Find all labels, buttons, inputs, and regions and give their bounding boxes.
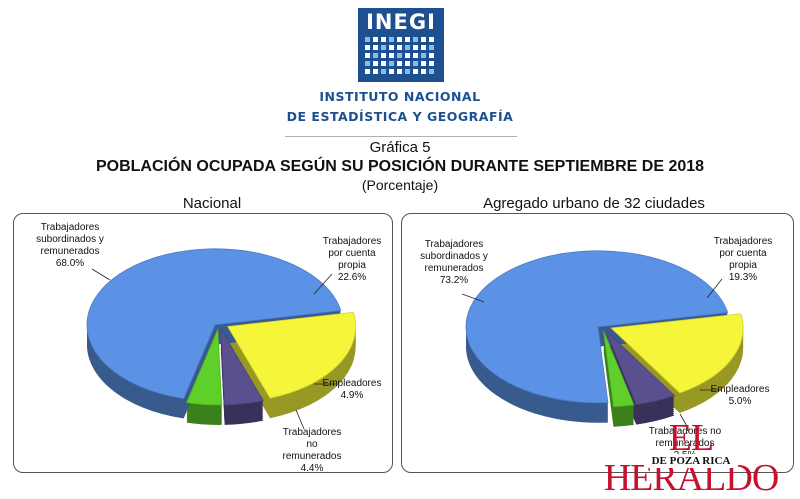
logo-dot: [397, 45, 402, 50]
logo-dot: [429, 61, 434, 66]
logo-dot: [397, 61, 402, 66]
logo-dot: [421, 53, 426, 58]
logo-dot: [381, 53, 386, 58]
logo-dot: [413, 53, 418, 58]
logo-dot: [405, 69, 410, 74]
logo-dot: [405, 37, 410, 42]
pie-chart-nacional: [86, 248, 357, 430]
label-empleadores: Empleadores 4.9%: [322, 378, 382, 401]
leader-line: [91, 268, 111, 281]
logo-dot: [373, 45, 378, 50]
logo-dot: [397, 69, 402, 74]
logo-dot: [381, 45, 386, 50]
logo-dot: [373, 37, 378, 42]
slice-subordinados: [86, 248, 342, 399]
brand-location: DE POZA RICA: [644, 454, 738, 468]
logo-dot: [421, 69, 426, 74]
logo-dot: [381, 69, 386, 74]
institute-name-line2: DE ESTADÍSTICA Y GEOGRAFÍA: [286, 109, 514, 124]
logo-dot: [389, 53, 394, 58]
slice-no-remunerados: [603, 330, 635, 408]
logo-dot: [373, 69, 378, 74]
label-cuenta-propia: Trabajadores por cuenta propia 19.3%: [713, 236, 773, 283]
logo-dot: [397, 37, 402, 42]
panel-title-urbano: Agregado urbano de 32 ciudades: [483, 195, 705, 212]
logo-dot: [365, 53, 370, 58]
logo-dot: [413, 37, 418, 42]
slice-subordinados: [465, 250, 729, 404]
logo-dot: [381, 37, 386, 42]
logo-dot: [413, 69, 418, 74]
logo-dot: [429, 45, 434, 50]
pie-panel-urbano: Trabajadores subordinados y remunerados 73.…: [401, 213, 794, 473]
label-empleadores: Empleadores 5.0%: [710, 384, 770, 407]
leader-line: [295, 409, 305, 430]
logo-dot: [421, 37, 426, 42]
logo-dot: [389, 45, 394, 50]
graphic-number: Gráfica 5: [369, 139, 431, 156]
chart-subtitle: (Porcentaje): [361, 177, 439, 193]
logo-dot: [429, 53, 434, 58]
inegi-logo: INEGI: [358, 8, 444, 82]
slice-cuenta-propia: [227, 311, 357, 399]
label-no-remunerados: Trabajadores no remunerados 4.4%: [282, 427, 342, 474]
logo-dot: [373, 61, 378, 66]
label-subordinados: Trabajadores subordinados y remunerados 73.…: [420, 239, 488, 286]
newspaper-watermark: EL HERALDO DE POZA RICA: [588, 418, 794, 498]
logo-wordmark: INEGI: [366, 10, 436, 34]
logo-dot: [365, 37, 370, 42]
slice-empleadores: [220, 328, 264, 406]
slice-empleadores: [605, 330, 676, 406]
label-subordinados: Trabajadores subordinados y remunerados 68.…: [36, 222, 104, 269]
logo-dot: [365, 61, 370, 66]
slice-no-remunerados: [186, 328, 223, 406]
logo-dot-grid: [365, 37, 434, 74]
logo-dot: [389, 61, 394, 66]
logo-dot: [405, 61, 410, 66]
chart-title: POBLACIÓN OCUPADA SEGÚN SU POSICIÓN DURA…: [95, 158, 705, 175]
pie-panel-nacional: Trabajadores subordinados y remunerados 68.…: [13, 213, 393, 474]
slice-cuenta-propia: [610, 313, 744, 394]
logo-dot: [389, 69, 394, 74]
logo-dot: [429, 37, 434, 42]
panel-title-nacional: Nacional: [182, 195, 242, 212]
logo-dot: [365, 69, 370, 74]
logo-dot: [413, 61, 418, 66]
leader-line: [679, 413, 689, 429]
logo-dot: [365, 45, 370, 50]
logo-dot: [405, 53, 410, 58]
logo-dot: [413, 45, 418, 50]
report-header: INEGI INSTITUTO NACIONAL DE ESTADÍSTICA …: [0, 0, 800, 140]
logo-dot: [373, 53, 378, 58]
label-cuenta-propia: Trabajadores por cuenta propia 22.6%: [322, 236, 382, 283]
logo-dot: [381, 61, 386, 66]
logo-dot: [389, 37, 394, 42]
logo-dot: [429, 69, 434, 74]
pie-chart-urbano: [461, 250, 744, 429]
leader-line: [313, 273, 333, 295]
leader-line: [461, 293, 485, 303]
logo-dot: [405, 45, 410, 50]
header-divider: [285, 136, 517, 137]
logo-dot: [421, 45, 426, 50]
logo-dot: [421, 61, 426, 66]
logo-dot: [397, 53, 402, 58]
institute-name-line1: INSTITUTO NACIONAL: [319, 89, 481, 104]
leader-line: [706, 278, 723, 299]
